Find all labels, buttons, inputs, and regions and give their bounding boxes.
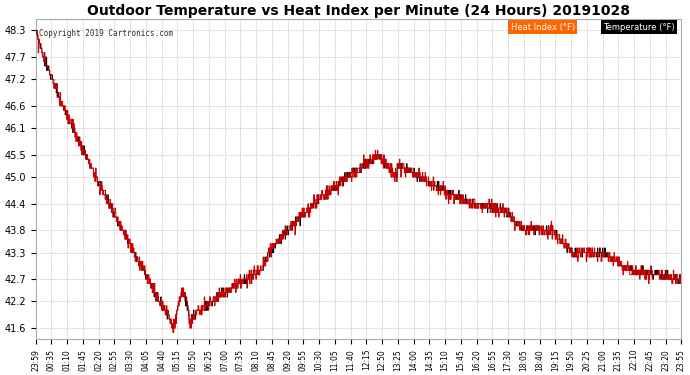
- Text: Copyright 2019 Cartronics.com: Copyright 2019 Cartronics.com: [39, 29, 173, 38]
- Text: Temperature (°F): Temperature (°F): [603, 23, 675, 32]
- Text: Heat Index (°F): Heat Index (°F): [511, 23, 575, 32]
- Title: Outdoor Temperature vs Heat Index per Minute (24 Hours) 20191028: Outdoor Temperature vs Heat Index per Mi…: [87, 4, 630, 18]
